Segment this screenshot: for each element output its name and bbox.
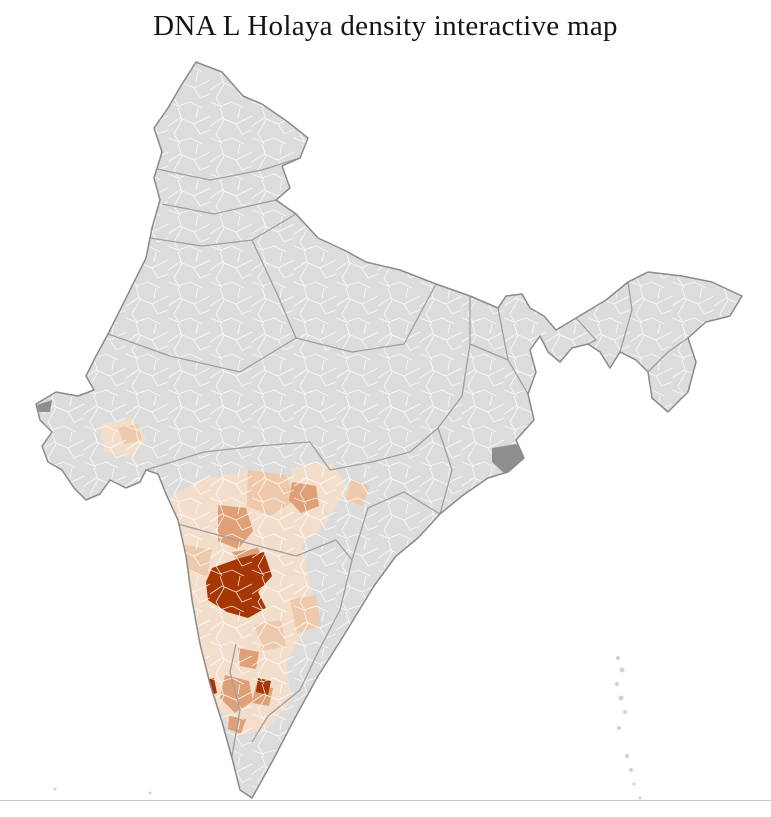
district-borders-texture xyxy=(36,62,742,798)
state-boundaries xyxy=(107,157,689,757)
bottom-divider xyxy=(0,800,771,801)
district-dark-gray-kutch[interactable] xyxy=(37,400,52,412)
map-land-group xyxy=(36,62,742,798)
islands-group xyxy=(53,656,642,800)
page-title: DNA L Holaya density interactive map xyxy=(153,10,618,42)
india-outline xyxy=(35,61,743,799)
